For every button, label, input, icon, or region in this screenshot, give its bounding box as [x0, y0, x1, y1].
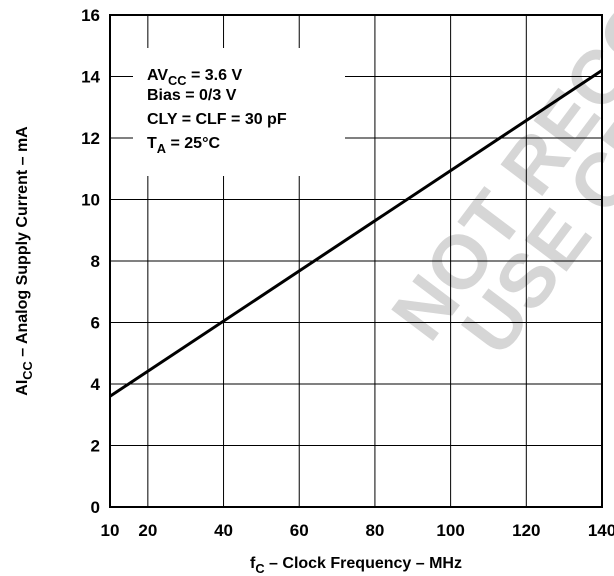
y-tick-labels: 0 2 4 6 8 10 12 14 16: [81, 6, 100, 517]
x-tick-label: 60: [290, 521, 309, 540]
x-axis-label: fC – Clock Frequency – MHz: [250, 555, 462, 576]
annotation-background: [133, 48, 345, 176]
y-axis-label: AICC – Analog Supply Current – mA: [14, 126, 35, 396]
y-tick-label: 4: [91, 375, 101, 394]
watermark: NOT RECOMMENDEDUSE CDCVF2505: [376, 0, 614, 370]
annotation-line: Bias = 0/3 V: [147, 87, 237, 104]
series-layer: [109, 69, 603, 398]
annotation-line: TA = 25°C: [147, 135, 220, 156]
x-tick-label: 40: [214, 521, 233, 540]
x-tick-label: 120: [512, 521, 540, 540]
y-tick-label: 0: [91, 498, 100, 517]
annotation-line: AVCC = 3.6 V: [147, 67, 242, 88]
y-tick-label: 6: [91, 314, 100, 333]
y-tick-label: 12: [81, 129, 100, 148]
series-line: [109, 69, 603, 398]
y-tick-label: 14: [81, 68, 100, 87]
x-tick-labels: 10 20 40 60 80 100 120 140: [101, 521, 614, 540]
y-tick-label: 2: [91, 437, 100, 456]
plot-frame: [109, 14, 603, 508]
y-tick-label: 8: [91, 252, 100, 271]
annotation-line: CLY = CLF = 30 pF: [147, 111, 287, 128]
x-tick-label: 10: [101, 521, 120, 540]
x-tick-label: 100: [436, 521, 464, 540]
x-tick-label: 80: [365, 521, 384, 540]
x-tick-label: 140: [588, 521, 614, 540]
y-tick-label: 16: [81, 6, 100, 25]
x-tick-label: 20: [138, 521, 157, 540]
y-tick-label: 10: [81, 191, 100, 210]
